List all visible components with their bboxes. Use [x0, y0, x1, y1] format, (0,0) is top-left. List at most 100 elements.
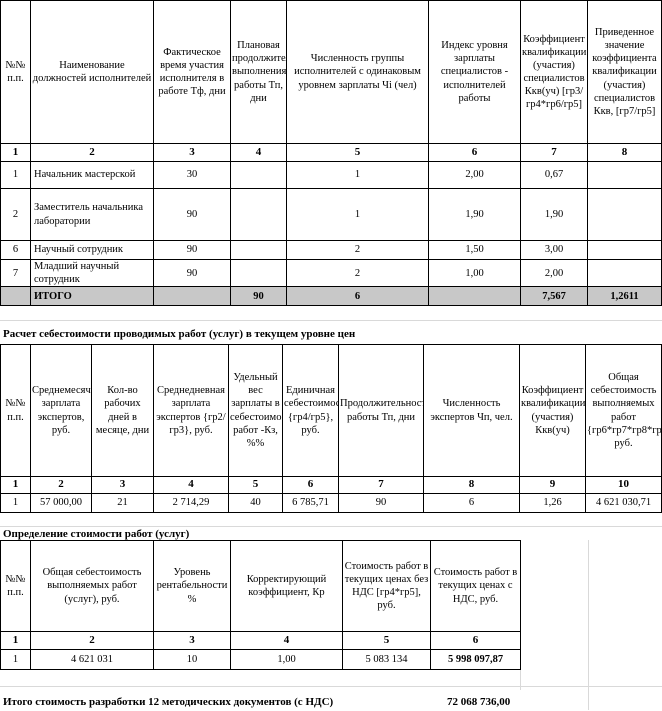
position-name: Научный сотрудник — [30, 240, 154, 260]
table-header-row: №№ п.п. Среднемесячная зарплата эксперто… — [0, 344, 662, 477]
table-cell — [230, 240, 287, 260]
column-number: 2 — [30, 476, 92, 494]
table-cell: 90 — [153, 240, 231, 260]
grid-line — [588, 540, 589, 710]
summary-value: 72 068 736,00 — [447, 696, 511, 708]
header-cell: Плановая продолжительность выполнения ра… — [230, 0, 287, 144]
position-name: Начальник мастерской — [30, 161, 154, 189]
table-row: 1 57 000,00 21 2 714,29 40 6 785,71 90 6… — [0, 493, 662, 513]
header-cell: №№ п.п. — [0, 344, 31, 477]
table-cell: 30 — [153, 161, 231, 189]
header-cell: Кол-во рабочих дней в месяце, дни — [91, 344, 154, 477]
column-number: 6 — [428, 143, 521, 162]
total-cell: 1,2611 — [587, 286, 662, 307]
header-cell: Общая себестоимость выполняемых работ {г… — [585, 344, 662, 477]
column-number: 1 — [0, 631, 31, 650]
column-number: 4 — [230, 631, 343, 650]
header-cell: Стоимость работ в текущих ценах без НДС … — [342, 540, 431, 632]
column-number: 1 — [0, 143, 31, 162]
header-cell: Общая себестоимость выполняемых работ (у… — [30, 540, 154, 632]
table-row: 1 4 621 031 10 1,00 5 083 134 5 998 097,… — [0, 649, 521, 670]
table-cell: 4 621 030,71 — [585, 493, 662, 513]
price-with-vat: 5 998 097,87 — [430, 649, 521, 670]
grid-line — [520, 540, 521, 690]
header-cell: Численность экспертов Чп, чел. — [423, 344, 520, 477]
table-cell: 2,00 — [428, 161, 521, 189]
total-row: ИТОГО 90 6 7,567 1,2611 — [0, 286, 662, 307]
table-cell: 6 — [0, 240, 31, 260]
header-cell: Фактическое время участия исполнителя в … — [153, 0, 231, 144]
column-number: 2 — [30, 631, 154, 650]
price-table: №№ п.п. Общая себестоимость выполняемых … — [0, 540, 521, 670]
table-cell: 1,50 — [428, 240, 521, 260]
table-cell: 0,67 — [520, 161, 588, 189]
table-cell — [230, 258, 287, 288]
table-cell: 1,00 — [230, 649, 343, 670]
column-number: 2 — [30, 143, 154, 162]
section-title: Расчет себестоимости проводимых работ (у… — [3, 328, 356, 340]
table-cell: 2 714,29 — [153, 493, 229, 513]
table-cell: 1 — [286, 161, 429, 189]
total-cell — [0, 286, 31, 307]
table-cell: 1,90 — [428, 188, 521, 241]
column-number: 7 — [520, 143, 588, 162]
header-cell: Коэффициент квалификации (участия) Ккв(у… — [519, 344, 586, 477]
total-cell: 90 — [230, 286, 287, 307]
table-cell: 1 — [0, 161, 31, 189]
table-row: 7 Младший научный сотрудник 90 2 1,00 2,… — [0, 258, 662, 288]
column-number-row: 1 2 3 4 5 6 — [0, 631, 521, 650]
table-cell: 1,90 — [520, 188, 588, 241]
qualification-table: №№ п.п. Наименование должностей исполнит… — [0, 0, 662, 307]
header-cell: Единичная себестоимость {гр4/гр5}, руб. — [282, 344, 339, 477]
column-number: 5 — [286, 143, 429, 162]
column-number: 3 — [153, 143, 231, 162]
position-name: Заместитель начальника лаборатории — [30, 188, 154, 241]
table-cell: 6 — [423, 493, 520, 513]
table-cell: 1,26 — [519, 493, 586, 513]
header-cell: Корректирующий коэффициент, Кр — [230, 540, 343, 632]
column-number-row: 1 2 3 4 5 6 7 8 — [0, 143, 662, 162]
header-cell: Численность группы исполнителей с одинак… — [286, 0, 429, 144]
table-cell: 7 — [0, 258, 31, 288]
table-cell — [230, 161, 287, 189]
table-cell: 5 083 134 — [342, 649, 431, 670]
table-cell — [587, 240, 662, 260]
table-cell: 1 — [0, 649, 31, 670]
column-number-row: 1 2 3 4 5 6 7 8 9 10 — [0, 476, 662, 494]
table-cell: 2 — [0, 188, 31, 241]
grid-line — [0, 526, 662, 527]
table-cell — [587, 258, 662, 288]
column-number: 10 — [585, 476, 662, 494]
total-cell: 6 — [286, 286, 429, 307]
summary-label: Итого стоимость разработки 12 методическ… — [3, 696, 334, 708]
header-cell: №№ п.п. — [0, 0, 31, 144]
table-cell: 6 785,71 — [282, 493, 339, 513]
total-cell: 7,567 — [520, 286, 588, 307]
cost-table: №№ п.п. Среднемесячная зарплата эксперто… — [0, 344, 662, 513]
table-header-row: №№ п.п. Общая себестоимость выполняемых … — [0, 540, 521, 632]
total-label: ИТОГО — [30, 286, 154, 307]
section-title: Определение стоимости работ (услуг) — [3, 528, 190, 540]
table-cell: 2,00 — [520, 258, 588, 288]
table-cell: 90 — [153, 258, 231, 288]
header-cell: Приведенное значение коэффициента квалиф… — [587, 0, 662, 144]
header-cell: Продолжительность работы Тп, дни — [338, 344, 424, 477]
column-number: 3 — [91, 476, 154, 494]
table-header-row: №№ п.п. Наименование должностей исполнит… — [0, 0, 662, 144]
total-cell — [153, 286, 231, 307]
table-cell: 1 — [0, 493, 31, 513]
table-cell: 57 000,00 — [30, 493, 92, 513]
header-cell: №№ п.п. — [0, 540, 31, 632]
table-cell: 1 — [286, 188, 429, 241]
table-cell — [230, 188, 287, 241]
header-cell: Среднемесячная зарплата экспертов, руб. — [30, 344, 92, 477]
table-row: 6 Научный сотрудник 90 2 1,50 3,00 — [0, 240, 662, 260]
table-cell — [587, 161, 662, 189]
table-cell: 2 — [286, 258, 429, 288]
column-number: 3 — [153, 631, 231, 650]
table-cell: 90 — [153, 188, 231, 241]
column-number: 1 — [0, 476, 31, 494]
column-number: 9 — [519, 476, 586, 494]
column-number: 4 — [230, 143, 287, 162]
table-row: 2 Заместитель начальника лаборатории 90 … — [0, 188, 662, 241]
